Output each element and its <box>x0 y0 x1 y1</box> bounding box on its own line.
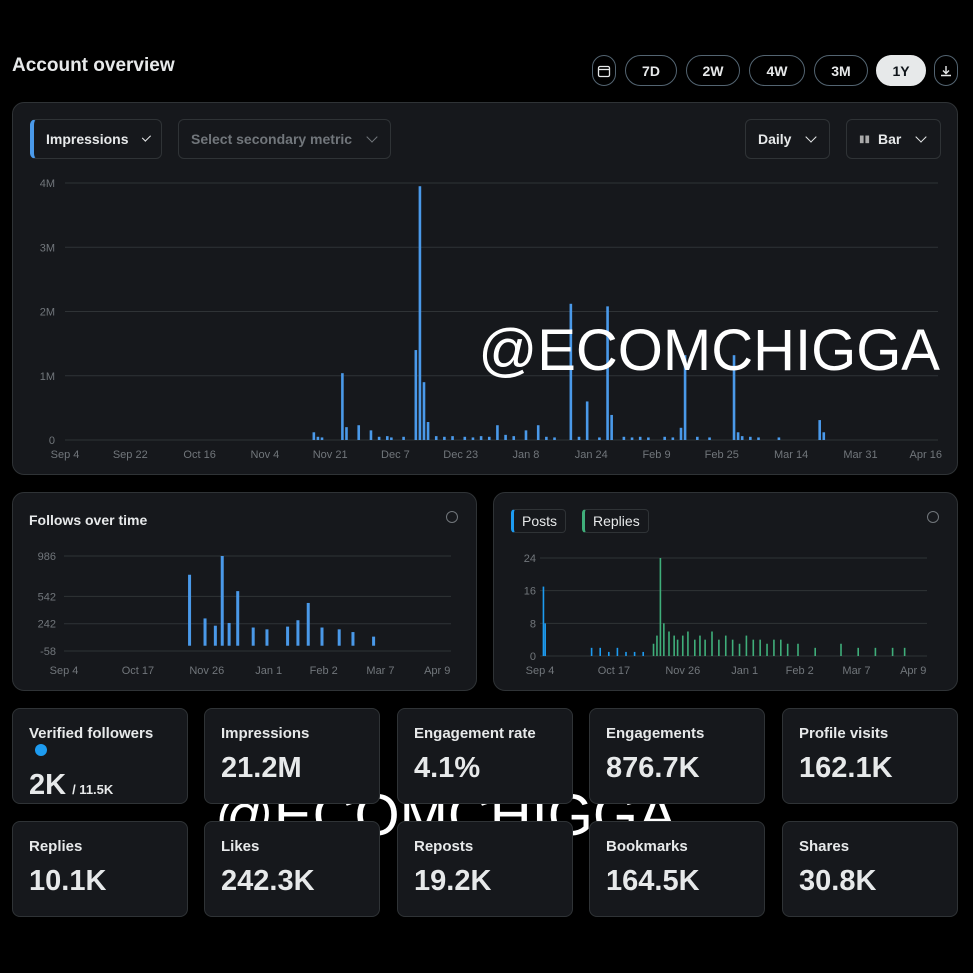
stat-card: Engagements 876.7K <box>589 708 765 804</box>
legend-label: Posts <box>522 513 558 529</box>
stat-card: Verified followers 2K / 11.5K <box>12 708 188 804</box>
range-button[interactable]: 3M <box>814 55 868 86</box>
card-label: Bookmarks <box>606 838 688 855</box>
stat-card: Replies 10.1K <box>12 821 188 917</box>
card-label: Verified followers <box>29 725 171 759</box>
card-sub: / 11.5K <box>72 782 114 797</box>
chart-style-dropdown[interactable]: ▮▮ Bar <box>846 119 941 159</box>
chevron <box>366 131 378 143</box>
range-button[interactable]: 1Y <box>876 55 926 86</box>
card-label: Likes <box>221 838 260 855</box>
card-value: 164.5K <box>606 865 748 898</box>
stat-card: Bookmarks 164.5K <box>589 821 765 917</box>
card-label: Reposts <box>414 838 474 855</box>
download-button[interactable] <box>934 55 958 86</box>
range-button[interactable]: 7D <box>625 55 677 86</box>
legend-item[interactable]: Posts <box>511 509 567 533</box>
follows-panel <box>12 492 477 691</box>
card-number: 2K <box>29 769 67 801</box>
card-value: 21.2M <box>221 752 363 785</box>
dropdown-label: Daily <box>758 131 792 147</box>
card-number: 164.5K <box>606 865 700 897</box>
card-value: 242.3K <box>221 865 363 898</box>
range-button[interactable]: 2W <box>686 55 740 86</box>
card-value: 10.1K <box>29 865 171 898</box>
verified-badge <box>35 744 47 756</box>
range-button[interactable]: 4W <box>749 55 805 86</box>
card-number: 30.8K <box>799 865 877 897</box>
card-number: 4.1% <box>414 752 481 784</box>
stat-card: Likes 242.3K <box>204 821 380 917</box>
impressions-panel <box>12 102 958 475</box>
legend-item[interactable]: Replies <box>582 509 649 533</box>
card-label: Engagements <box>606 725 705 742</box>
stat-card: Profile visits 162.1K <box>782 708 958 804</box>
card-value: 30.8K <box>799 865 941 898</box>
card-label: Profile visits <box>799 725 889 742</box>
calendar-icon <box>597 65 611 77</box>
chevron <box>142 132 152 142</box>
card-number: 162.1K <box>799 752 893 784</box>
chevron <box>805 131 818 143</box>
card-number: 21.2M <box>221 752 302 784</box>
download-icon <box>941 65 951 76</box>
dropdown-label: Select secondary metric <box>191 131 353 147</box>
card-value: 876.7K <box>606 752 748 785</box>
stat-card: Engagement rate 4.1% <box>397 708 573 804</box>
calendar-button[interactable] <box>592 55 616 86</box>
card-value: 2K / 11.5K <box>29 769 171 802</box>
info-icon[interactable] <box>927 511 939 523</box>
page-title: Account overview <box>12 55 175 76</box>
chevron <box>915 131 928 143</box>
card-value: 19.2K <box>414 865 556 898</box>
card-label: Replies <box>29 838 83 855</box>
stat-card: Shares 30.8K <box>782 821 958 917</box>
card-label: Impressions <box>221 725 310 742</box>
card-number: 10.1K <box>29 865 107 897</box>
card-value: 162.1K <box>799 752 941 785</box>
legend-label: Replies <box>593 513 640 529</box>
primary-metric-dropdown[interactable]: Impressions <box>30 119 162 159</box>
info-icon[interactable] <box>446 511 458 523</box>
dropdown-label: Bar <box>878 131 902 147</box>
posts-panel <box>493 492 958 691</box>
card-label: Shares <box>799 838 850 855</box>
secondary-metric-dropdown[interactable]: Select secondary metric <box>178 119 391 159</box>
card-value: 4.1% <box>414 752 556 785</box>
card-number: 242.3K <box>221 865 315 897</box>
card-number: 876.7K <box>606 752 700 784</box>
card-number: 19.2K <box>414 865 492 897</box>
card-label: Engagement rate <box>414 725 536 742</box>
stat-card: Reposts 19.2K <box>397 821 573 917</box>
bar-icon: ▮▮ <box>859 133 871 145</box>
stat-card: Impressions 21.2M <box>204 708 380 804</box>
panel-title: Follows over time <box>29 512 148 528</box>
interval-dropdown[interactable]: Daily <box>745 119 830 159</box>
dropdown-label: Impressions <box>46 131 129 147</box>
